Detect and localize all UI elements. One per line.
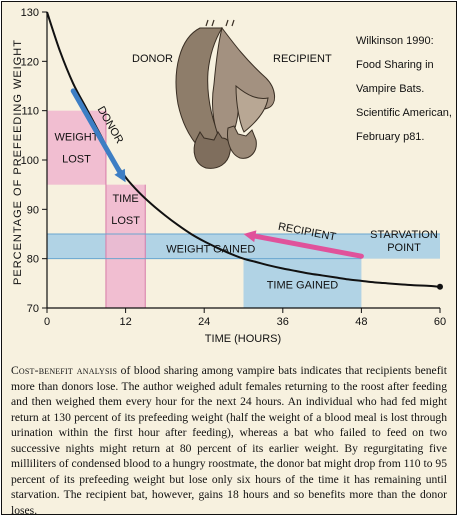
- x-tick-label: 24: [198, 316, 210, 328]
- reference-note: Wilkinson 1990: Food Sharing in Vampire …: [356, 35, 452, 143]
- bat-head-shape: [193, 131, 231, 169]
- bat-body-shape: [235, 84, 269, 133]
- y-tick-label: 90: [27, 204, 39, 216]
- bat-head-shape: [227, 125, 257, 159]
- x-tick-label: 36: [277, 316, 289, 328]
- weight-lost-label: LOST: [62, 153, 91, 165]
- weight-loss-chart: WEIGHT LOST TIME LOST WEIGHT GAINED TIME…: [12, 7, 452, 345]
- caption-text: of blood sharing among vampire bats indi…: [11, 364, 448, 517]
- x-tick-label: 0: [44, 316, 50, 328]
- time-lost-label: LOST: [111, 215, 140, 227]
- arrow-head: [243, 230, 257, 243]
- y-tick-label: 120: [21, 56, 39, 68]
- time-lost-label: TIME: [112, 193, 138, 205]
- reference-line: Food Sharing in: [356, 59, 434, 71]
- weight-lost-region: [47, 110, 106, 185]
- time-lost-region: [105, 184, 146, 308]
- arrow-shaft: [70, 88, 123, 175]
- arrow-head: [114, 168, 126, 183]
- y-tick-label: 70: [27, 303, 39, 315]
- time-gained-label: TIME GAINED: [267, 279, 339, 291]
- starvation-label: STARVATION: [370, 229, 438, 241]
- starvation-point-marker: [437, 283, 443, 290]
- figure-caption: Cost-benefit analysis of blood sharing a…: [11, 363, 447, 518]
- x-tick-label: 60: [434, 316, 446, 328]
- y-tick-label: 80: [27, 254, 39, 266]
- x-axis-label: TIME (HOURS): [205, 333, 281, 345]
- reference-line: Wilkinson 1990:: [356, 35, 434, 47]
- x-tick-label: 48: [355, 316, 367, 328]
- y-tick-label: 100: [21, 155, 39, 167]
- reference-line: Vampire Bats.: [356, 83, 424, 95]
- recipient-label: RECIPIENT: [273, 53, 332, 65]
- axes: 0 12 24 36 48 60 70 80 90 100 110 120 130: [21, 7, 446, 328]
- arrow-shaft: [252, 233, 364, 259]
- weight-gained-label: WEIGHT GAINED: [166, 243, 255, 255]
- donor-label: DONOR: [132, 53, 173, 65]
- reference-line: Scientific American,: [356, 107, 452, 119]
- y-axis-label: PERCENTAGE OF PREFEEDING WEIGHT: [12, 39, 24, 285]
- caption-lead: Cost-benefit analysis: [11, 364, 118, 377]
- vampire-bats-illustration: [175, 19, 275, 169]
- reference-line: February p81.: [356, 131, 424, 143]
- y-tick-label: 110: [21, 106, 39, 118]
- x-tick-label: 12: [119, 316, 131, 328]
- y-tick-label: 130: [21, 7, 39, 19]
- weight-lost-label: WEIGHT: [54, 131, 98, 143]
- starvation-label: POINT: [387, 242, 421, 254]
- time-gained-region: [243, 258, 362, 308]
- bat-foot-shape: [205, 19, 235, 27]
- recipient-arrow: [243, 230, 364, 259]
- donor-arrow: [70, 88, 126, 183]
